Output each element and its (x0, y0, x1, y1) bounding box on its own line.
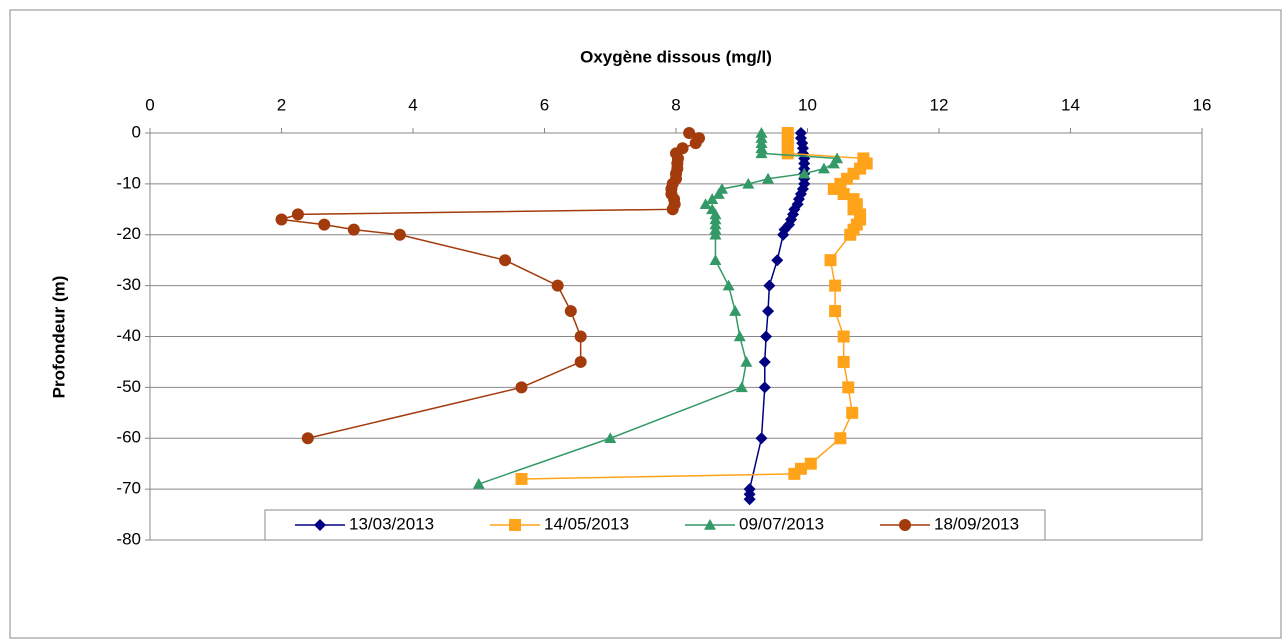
x-tick-label: 12 (930, 95, 949, 114)
marker (755, 147, 768, 159)
marker (824, 254, 837, 267)
marker (604, 432, 617, 444)
marker (827, 157, 840, 169)
marker (704, 519, 716, 530)
legend-box (264, 509, 1046, 541)
marker (318, 218, 331, 231)
y-tick-label: -60 (116, 428, 141, 447)
marker (515, 381, 528, 394)
marker (827, 182, 840, 195)
marker (837, 355, 850, 368)
y-tick-label: -20 (116, 224, 141, 243)
marker (762, 172, 775, 184)
y-tick-label: -50 (116, 377, 141, 396)
legend-label: 09/07/2013 (739, 514, 824, 533)
x-tick-label: 6 (540, 95, 549, 114)
marker (760, 330, 773, 343)
marker (301, 432, 314, 445)
y-tick-label: -30 (116, 275, 141, 294)
marker (699, 198, 712, 210)
marker (709, 228, 722, 240)
marker (733, 330, 746, 342)
y-tick-label: -40 (116, 326, 141, 345)
marker (837, 330, 850, 343)
marker (499, 254, 512, 267)
marker (743, 493, 756, 506)
marker (758, 355, 771, 368)
marker (291, 208, 304, 221)
marker (762, 305, 775, 318)
marker (735, 381, 748, 393)
marker (834, 432, 847, 445)
x-tick-label: 16 (1193, 95, 1212, 114)
marker (842, 381, 855, 394)
legend-label: 14/05/2013 (544, 514, 629, 533)
marker (755, 432, 768, 445)
marker (829, 305, 842, 318)
x-tick-label: 10 (798, 95, 817, 114)
marker (763, 279, 776, 292)
marker (781, 147, 794, 160)
marker (574, 355, 587, 368)
marker (509, 519, 521, 531)
y-axis-label: Profondeur (m) (49, 276, 68, 399)
marker (837, 188, 850, 201)
marker (709, 254, 722, 265)
marker (829, 279, 842, 292)
y-tick-label: -70 (116, 479, 141, 498)
marker (788, 467, 801, 480)
marker (347, 223, 360, 236)
marker (564, 305, 577, 318)
x-tick-label: 4 (408, 95, 417, 114)
marker (689, 137, 702, 150)
marker (742, 177, 755, 189)
marker (844, 228, 857, 241)
marker (777, 228, 790, 241)
marker (771, 254, 784, 267)
x-tick-label: 0 (145, 95, 154, 114)
legend-label: 18/09/2013 (934, 514, 1019, 533)
y-tick-label: -10 (116, 173, 141, 192)
x-tick-label: 8 (671, 95, 680, 114)
marker (798, 167, 811, 179)
marker (722, 279, 735, 291)
marker (846, 406, 859, 419)
legend-label: 13/03/2013 (349, 514, 434, 533)
x-tick-label: 14 (1061, 95, 1080, 114)
marker (706, 193, 719, 204)
y-tick-label: -80 (116, 529, 141, 548)
marker (740, 355, 753, 367)
marker (515, 472, 528, 485)
marker (574, 330, 587, 343)
marker (393, 228, 406, 241)
marker (729, 305, 742, 316)
marker (683, 127, 696, 139)
marker (666, 203, 679, 216)
x-tick-label: 2 (277, 95, 286, 114)
chart-title: Oxygène dissous (mg/l) (580, 47, 772, 66)
marker (472, 478, 485, 489)
marker (899, 519, 911, 531)
marker (804, 457, 817, 470)
marker (817, 162, 830, 174)
marker (551, 279, 564, 292)
marker (712, 188, 725, 199)
marker (758, 381, 771, 394)
y-tick-label: 0 (132, 122, 141, 141)
marker (314, 519, 326, 531)
marker (275, 213, 288, 226)
